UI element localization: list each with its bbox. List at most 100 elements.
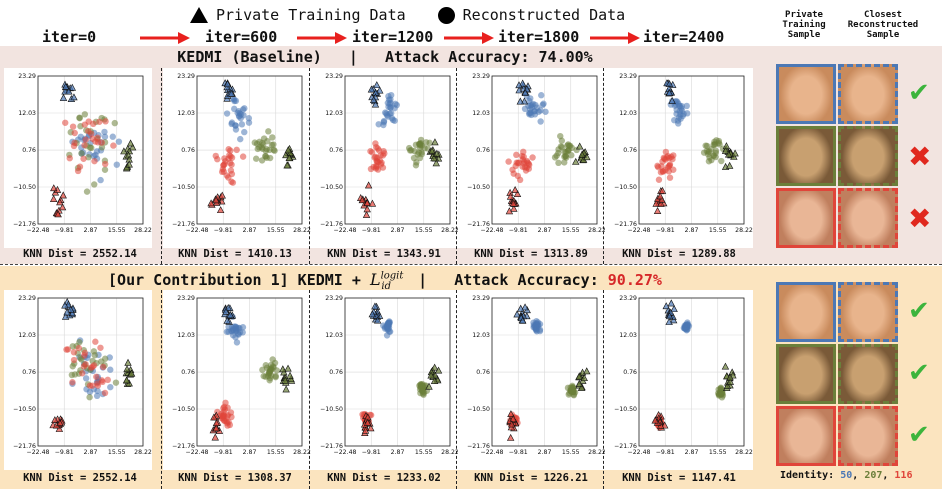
y-tick-label: 0.76 — [623, 147, 637, 154]
recon-point — [80, 155, 87, 162]
recon-point — [94, 387, 101, 395]
y-tick-label: 23.29 — [18, 73, 36, 80]
recon-point — [101, 128, 108, 136]
recon-point — [85, 154, 92, 161]
private-sample-header: Private Training Sample — [782, 10, 826, 40]
recon-point — [514, 159, 522, 167]
plot-frame — [638, 297, 745, 447]
recon-point — [245, 115, 253, 122]
private-point — [362, 210, 371, 218]
private-point — [126, 139, 135, 147]
reconstructed-face-image — [838, 126, 898, 186]
private-point — [284, 146, 292, 154]
plot-frame — [491, 297, 598, 447]
x-tick-label: −22.48 — [186, 227, 209, 234]
private-point — [651, 416, 659, 424]
y-tick-label: −21.76 — [614, 221, 637, 228]
recon-point — [90, 120, 97, 128]
legend-recon: Reconstructed Data — [437, 6, 625, 24]
recon-point — [79, 370, 86, 377]
private-point — [223, 316, 231, 324]
recon-point — [101, 389, 109, 397]
recon-point — [564, 142, 571, 149]
private-point — [50, 184, 58, 192]
recon-point — [93, 392, 101, 400]
private-point — [509, 199, 518, 207]
knn-dist-r2c5: KNN Dist = 1147.41 — [622, 472, 736, 484]
private-point — [212, 196, 220, 204]
private-point — [577, 383, 586, 391]
recon-point — [368, 149, 376, 156]
recon-point — [101, 160, 109, 168]
recon-point — [671, 116, 678, 124]
y-tick-label: −21.76 — [13, 443, 36, 450]
private-point — [428, 147, 436, 155]
y-tick-label: −21.76 — [13, 221, 36, 228]
recon-point — [713, 137, 720, 144]
recon-point — [97, 176, 104, 184]
x-tick-label: −9.81 — [362, 227, 381, 234]
recon-point — [270, 146, 277, 154]
figure-legend: Private Training Data Reconstructed Data — [190, 4, 657, 26]
private-point — [513, 190, 522, 197]
private-point — [726, 373, 734, 381]
recon-point — [391, 104, 398, 112]
x-tick-label: −22.48 — [27, 449, 50, 456]
recon-point — [418, 150, 426, 158]
y-tick-label: 12.03 — [472, 110, 490, 117]
recon-point — [538, 92, 545, 99]
recon-point — [529, 154, 536, 161]
recon-point — [109, 133, 116, 140]
column-separator — [456, 290, 457, 489]
knn-dist-r1c3: KNN Dist = 1343.91 — [327, 248, 441, 260]
reconstructed-face-image — [838, 282, 898, 342]
plot-frame — [344, 297, 451, 447]
recon-point — [76, 163, 84, 170]
recon-point — [115, 138, 123, 145]
private-point — [286, 371, 294, 379]
scatter-svg: −22.48 −9.81 2.87 15.55 28.22 23.29 12.03 0.76 −… — [172, 295, 311, 456]
x-tick-label: −22.48 — [628, 449, 651, 456]
private-point — [431, 138, 439, 146]
private-point — [63, 308, 71, 316]
recon-point — [70, 349, 78, 356]
check-icon: ✔ — [908, 296, 930, 326]
recon-point — [564, 147, 571, 155]
recon-point — [107, 366, 114, 373]
recon-point — [229, 95, 237, 102]
recon-point — [677, 111, 684, 118]
private-point — [518, 79, 527, 87]
iter-label-3: iter=1800 — [498, 28, 580, 46]
knn-dist-r2c4: KNN Dist = 1226.21 — [474, 472, 588, 484]
reconstructed-face-image — [838, 188, 898, 248]
recon-point — [232, 126, 240, 133]
y-tick-label: −10.50 — [467, 184, 490, 191]
scatter-svg: −22.48 −9.81 2.87 15.55 28.22 23.29 12.03 0.76 −… — [320, 73, 459, 234]
private-point — [65, 87, 73, 95]
arrow-icon — [297, 32, 347, 44]
recon-point — [372, 153, 379, 161]
private-point — [572, 157, 580, 165]
x-tick-label: 2.87 — [243, 449, 257, 456]
identity-id-1: 50 — [840, 470, 853, 481]
y-tick-label: 12.03 — [472, 332, 490, 339]
recon-point — [555, 146, 562, 153]
private-point — [578, 150, 586, 158]
reconstructed-face-image — [838, 406, 898, 466]
private-point — [367, 85, 376, 93]
y-tick-label: −10.50 — [320, 406, 343, 413]
column-separator — [309, 290, 310, 489]
recon-point — [99, 363, 107, 371]
y-tick-label: 23.29 — [18, 295, 36, 302]
identity-legend: Identity: 50, 207, 116 — [780, 470, 913, 481]
recon-point — [82, 136, 89, 143]
private-point — [575, 372, 583, 380]
cross-icon: ✖ — [908, 202, 932, 235]
scatter-panel: −22.48 −9.81 2.87 15.55 28.22 23.29 12.03 0.76 −… — [458, 68, 606, 248]
recon-point — [233, 339, 241, 346]
private-point — [59, 93, 68, 101]
private-point — [505, 207, 514, 215]
loss-symbol: Llogitid — [370, 270, 403, 292]
recon-point — [93, 373, 100, 381]
private-point — [58, 203, 67, 211]
